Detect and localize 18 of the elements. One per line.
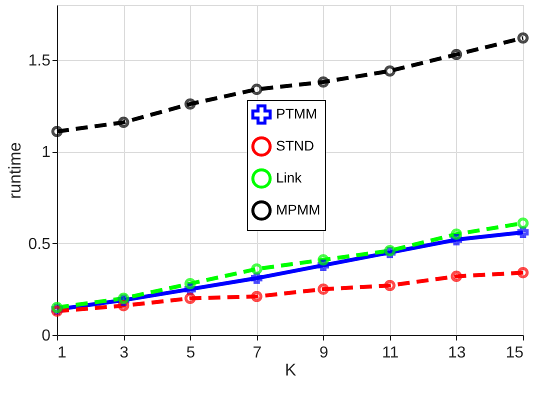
y-axis-title: runtime bbox=[5, 142, 24, 199]
x-tick-label: 7 bbox=[252, 344, 262, 362]
x-axis-title: K bbox=[284, 360, 297, 380]
x-tick-label: 13 bbox=[448, 344, 466, 362]
y-tick-label: 1.5 bbox=[28, 52, 51, 70]
y-tick-label: 0 bbox=[42, 328, 51, 344]
legend-label: PTMM bbox=[276, 106, 318, 122]
y-tick-label: 1 bbox=[42, 144, 51, 162]
x-tick-label: 1 bbox=[58, 344, 66, 362]
legend-label: Link bbox=[276, 170, 303, 186]
legend-label: MPMM bbox=[276, 202, 320, 218]
x-tick-label: 15 bbox=[506, 344, 524, 362]
x-tick-label: 9 bbox=[319, 344, 328, 362]
legend-label: STND bbox=[276, 138, 314, 154]
x-tick-label: 5 bbox=[186, 344, 196, 362]
x-tick-label: 3 bbox=[120, 344, 129, 362]
x-tick-label: 11 bbox=[382, 344, 399, 362]
y-tick-label: 0.5 bbox=[28, 236, 51, 253]
